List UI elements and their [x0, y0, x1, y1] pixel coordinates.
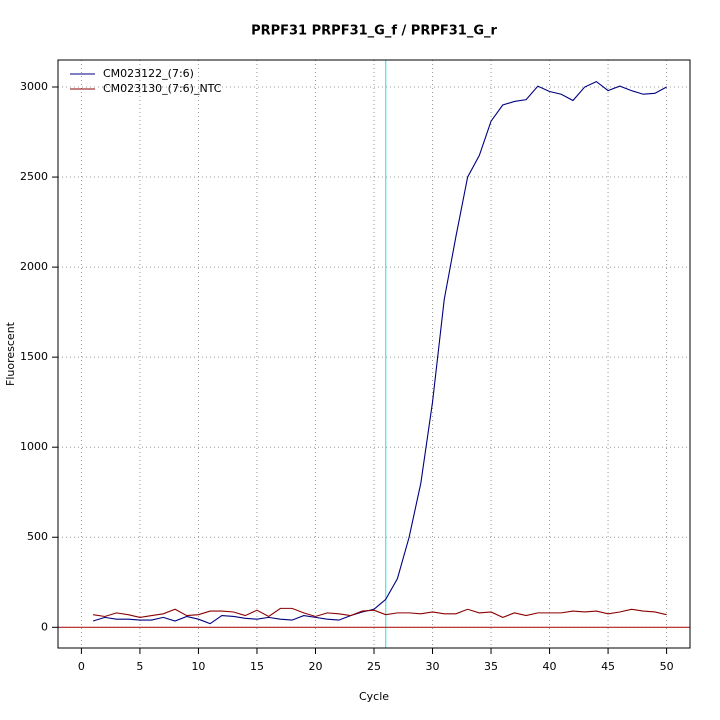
legend-label: CM023122_(7:6) — [103, 67, 194, 80]
x-tick-label: 40 — [543, 660, 557, 673]
y-tick-label: 2500 — [20, 170, 48, 183]
x-tick-label: 5 — [136, 660, 143, 673]
legend-label: CM023130_(7:6)_NTC — [103, 82, 222, 95]
x-axis-label: Cycle — [359, 690, 389, 703]
y-tick-label: 1000 — [20, 440, 48, 453]
x-tick-label: 30 — [426, 660, 440, 673]
y-tick-label: 2000 — [20, 260, 48, 273]
y-tick-label: 1500 — [20, 350, 48, 363]
x-tick-label: 20 — [308, 660, 322, 673]
x-tick-label: 45 — [601, 660, 615, 673]
x-tick-label: 15 — [250, 660, 264, 673]
series-line — [92, 80, 667, 625]
x-tick-label: 0 — [78, 660, 85, 673]
y-axis-label: Fluorescent — [4, 321, 17, 386]
x-tick-label: 35 — [484, 660, 498, 673]
y-tick-label: 3000 — [20, 80, 48, 93]
x-tick-label: 10 — [191, 660, 205, 673]
x-tick-label: 25 — [367, 660, 381, 673]
y-tick-label: 500 — [27, 530, 48, 543]
series-line — [93, 607, 667, 618]
y-tick-label: 0 — [41, 620, 48, 633]
x-tick-label: 50 — [660, 660, 674, 673]
chart-title: PRPF31 PRPF31_G_f / PRPF31_G_r — [251, 24, 497, 39]
plot-border — [57, 59, 691, 649]
